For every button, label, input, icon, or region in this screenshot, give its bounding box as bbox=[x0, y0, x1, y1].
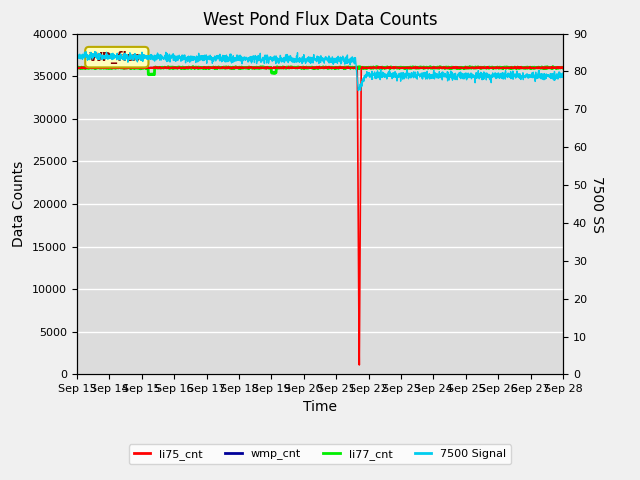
Y-axis label: Data Counts: Data Counts bbox=[12, 161, 26, 247]
X-axis label: Time: Time bbox=[303, 400, 337, 414]
Title: West Pond Flux Data Counts: West Pond Flux Data Counts bbox=[203, 11, 437, 29]
Legend: li75_cnt, wmp_cnt, li77_cnt, 7500 Signal: li75_cnt, wmp_cnt, li77_cnt, 7500 Signal bbox=[129, 444, 511, 464]
Text: WP_flux: WP_flux bbox=[89, 51, 145, 64]
Y-axis label: 7500 SS: 7500 SS bbox=[589, 176, 604, 232]
